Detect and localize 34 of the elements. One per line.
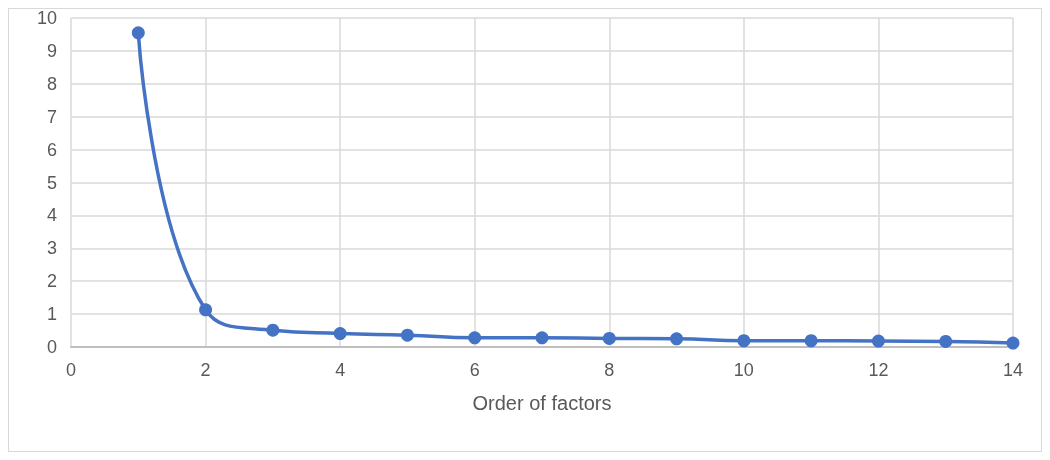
y-tick-label: 5 — [46, 172, 57, 193]
point — [535, 331, 549, 345]
point — [1006, 336, 1020, 350]
point — [199, 303, 213, 317]
point — [468, 331, 482, 345]
x-tick-label: 4 — [335, 360, 346, 380]
y-tick-label: 6 — [46, 139, 57, 160]
x-tick-label: 8 — [604, 360, 615, 380]
point — [670, 332, 684, 346]
point — [131, 26, 145, 40]
y-tick-label: 8 — [46, 73, 57, 94]
y-tick-label: 0 — [46, 337, 57, 357]
y-tick-label: 4 — [46, 205, 57, 226]
point — [871, 334, 885, 348]
y-tick-label: 3 — [46, 238, 57, 259]
point — [737, 334, 751, 348]
y-tick-label: 9 — [46, 40, 57, 61]
point — [804, 334, 818, 348]
point — [939, 334, 953, 348]
y-tick-label: 1 — [46, 304, 57, 325]
x-tick-label: 2 — [200, 360, 211, 380]
point — [400, 328, 414, 342]
point — [266, 323, 280, 337]
point — [602, 331, 616, 345]
y-tick-label: 7 — [46, 106, 57, 127]
y-tick-label: 10 — [36, 8, 57, 28]
x-tick-label: 10 — [733, 360, 754, 380]
x-tick-label: 0 — [65, 360, 77, 380]
x-tick-label: 14 — [1002, 360, 1024, 380]
y-tick-label: 2 — [46, 271, 57, 292]
point — [333, 327, 347, 341]
x-tick-label: 6 — [469, 360, 480, 380]
x-tick-label: 12 — [868, 360, 889, 380]
x-axis-title: Order of factors — [472, 392, 612, 414]
